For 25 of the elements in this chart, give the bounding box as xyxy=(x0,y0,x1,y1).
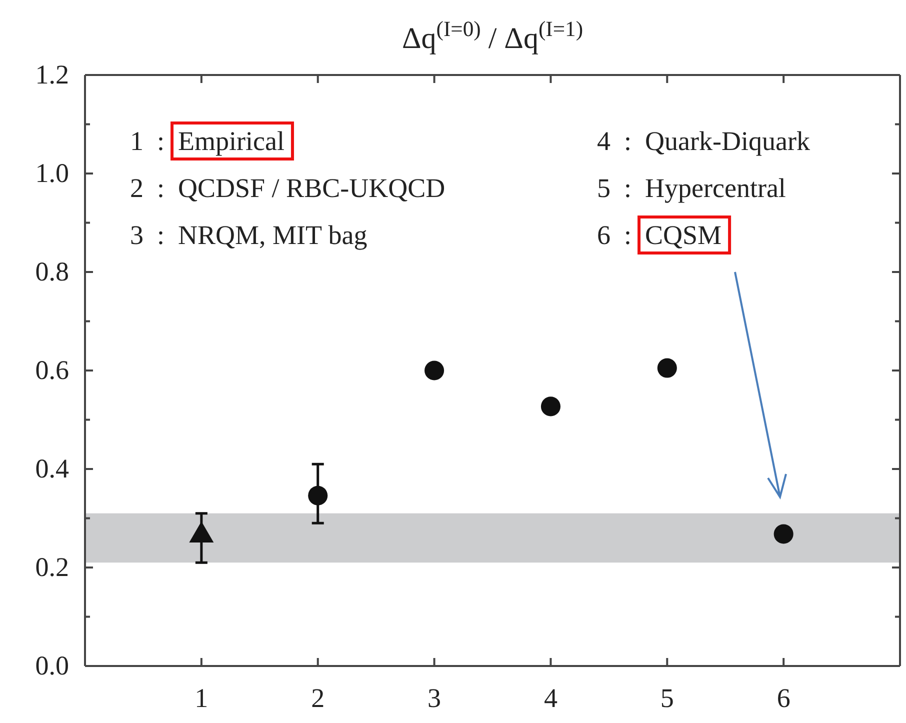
annotation: 5 : Hypercentral xyxy=(597,173,786,203)
point xyxy=(540,396,560,416)
y-tick-label: 0.2 xyxy=(35,552,69,582)
annotation: 4 : Quark-Diquark xyxy=(597,126,810,156)
x-tick-label: 1 xyxy=(194,683,208,714)
y-tick-label: 0.6 xyxy=(35,355,69,386)
y-tick-label: 1.0 xyxy=(35,158,69,188)
x-tick-label: 2 xyxy=(311,683,325,714)
annotation: 1 : Empirical xyxy=(130,126,284,156)
point xyxy=(424,360,444,380)
point xyxy=(774,524,794,544)
y-tick-label: 1.2 xyxy=(35,60,69,90)
x-tick-label: 3 xyxy=(428,683,442,714)
y-tick-label: 0.8 xyxy=(35,256,69,287)
chart-title: Δq$^{(I=0)}$ / Δq$^{(I=1)}$ xyxy=(402,17,584,55)
annotation: 3 : NRQM, MIT bag xyxy=(130,220,368,250)
y-tick-label: 0.4 xyxy=(35,454,70,484)
x-tick-label: 6 xyxy=(776,683,790,714)
point xyxy=(308,486,328,506)
annotation: 6 : CQSM xyxy=(597,220,722,250)
x-tick-label: 4 xyxy=(544,683,558,714)
y-tick-label: 0.0 xyxy=(35,650,69,681)
x-tick-label: 5 xyxy=(660,683,674,714)
annotation: 2 : QCDSF / RBC-UKQCD xyxy=(130,173,446,203)
point xyxy=(657,358,677,378)
